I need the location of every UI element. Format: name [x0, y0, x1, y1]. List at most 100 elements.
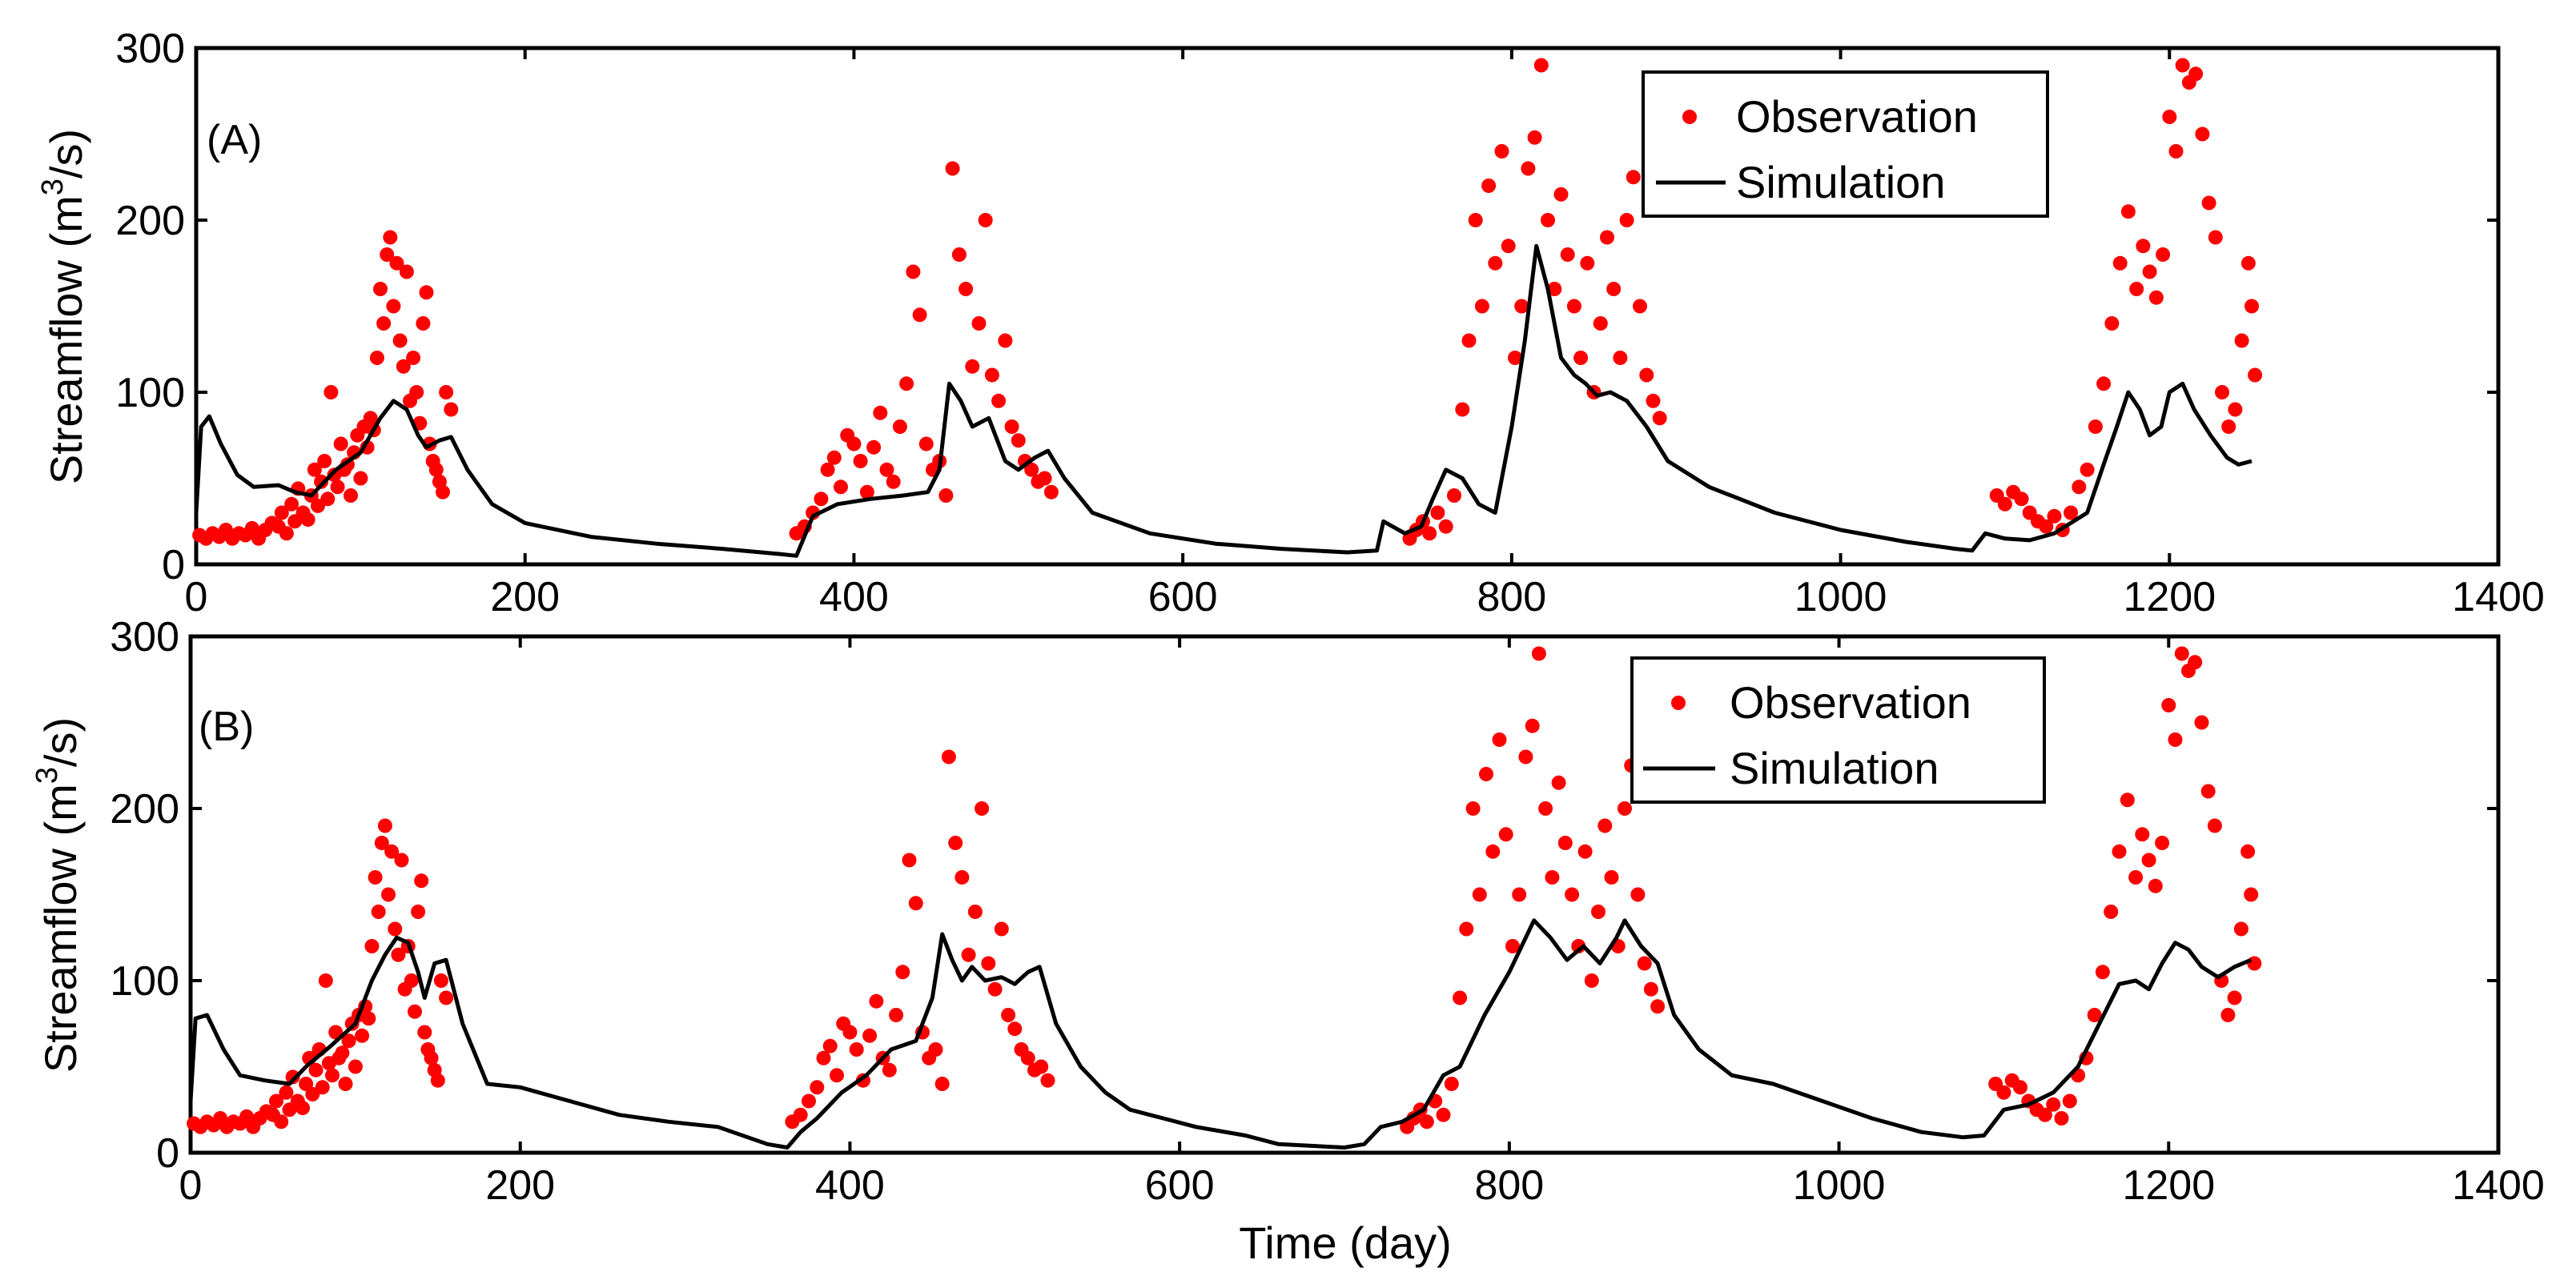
panel-a-observation-point-90 — [971, 316, 987, 331]
panel-a-axis-ticks — [195, 46, 2500, 566]
panel-a-observation-point-66 — [814, 492, 829, 507]
panel-b-observation-point-156 — [2120, 792, 2135, 808]
panel-b-observation-point-112 — [1472, 887, 1487, 902]
panel-a-observation-point-86 — [945, 161, 960, 176]
panel-b-observation-point-96 — [1007, 1021, 1023, 1037]
panel-b-observation-point-137 — [1637, 956, 1652, 971]
panel-b-observation-point-136 — [1630, 887, 1646, 902]
panel-a-observation-point-85 — [938, 488, 954, 503]
panel-b-ytick-label-0: 0 — [156, 1130, 179, 1177]
panel-b-observation-point-85 — [934, 1077, 950, 1091]
panel-b-legend-simulation-label: Simulation — [1730, 743, 1939, 793]
panel-a-observation-point-153 — [2096, 376, 2112, 391]
panel-b-observation-point-111 — [1465, 801, 1481, 816]
panel-a-observation-point-172 — [2228, 402, 2243, 417]
panel-a-observation-point-124 — [1553, 187, 1569, 202]
panel-b-xtick-label-0: 0 — [179, 1162, 203, 1209]
panel-b-observation-point-123 — [1545, 870, 1560, 885]
panel-b-observation-point-62 — [439, 990, 454, 1005]
panel-b-observation-point-121 — [1531, 646, 1546, 661]
panel-b-tick-labels: 0 200 400 600 800 1000 1200 1400 0 100 200 300 — [110, 614, 2545, 1209]
panel-a-plot-frame — [194, 46, 2501, 567]
panel-a-observation-point-13 — [274, 505, 289, 520]
panel-a-observation-point-32 — [344, 488, 358, 503]
panel-a-observation-point-96 — [1011, 433, 1026, 448]
panel-b-observation-point-119 — [1518, 749, 1533, 764]
panel-a-xtick-label-7: 1400 — [2452, 574, 2545, 620]
panel-a-legend-observation-label: Observation — [1736, 91, 1978, 142]
panel-a-observation-point-78 — [892, 419, 907, 434]
panel-b-xtick-label-4: 800 — [1474, 1162, 1544, 1209]
panel-b-simulation-line — [188, 918, 2252, 1150]
panel-b-observation-point-93 — [987, 981, 1003, 997]
panel-b-observation-point-88 — [954, 870, 970, 885]
panel-a-observation-point-107 — [1438, 519, 1453, 534]
panel-b-observation-point-141 — [1996, 1085, 2011, 1100]
panel-b-observation-point-154 — [2104, 905, 2119, 919]
panel-b-observation-point-101 — [1040, 1073, 1055, 1088]
panel-b-observation-point-42 — [371, 905, 386, 919]
panel-a-observation-point-114 — [1488, 255, 1503, 271]
panel-a-observation-point-123 — [1547, 282, 1562, 296]
panel-b-observation-point-120 — [1525, 718, 1540, 733]
panel-b-observation-point-146 — [2037, 1107, 2052, 1122]
panel-a-observation-point-44 — [383, 230, 398, 245]
panel-b-observation-point-45 — [381, 887, 396, 902]
panel-b-axis-ticks — [189, 635, 2500, 1154]
panel-a-observation-point-143 — [2014, 492, 2029, 507]
panel-b-observation-point-43 — [374, 836, 389, 850]
panel-a-observation-point-110 — [1461, 333, 1477, 348]
panel-a-observation-point-105 — [1422, 526, 1437, 541]
panel-a-observation-point-158 — [2136, 239, 2151, 254]
panel-a-observation-point-41 — [373, 282, 388, 296]
panel-a-observation-point-134 — [1619, 213, 1634, 227]
panel-b-observation-point-84 — [928, 1042, 943, 1057]
panel-b-observation-point-172 — [2227, 990, 2242, 1005]
panel-a-observation-point-111 — [1468, 213, 1483, 227]
panel-b-observation-point-122 — [1538, 801, 1553, 816]
panel-a-observation-point-58 — [428, 462, 444, 477]
panel-a-observation-point-79 — [899, 376, 914, 391]
panel-b-observation-point-168 — [2200, 784, 2216, 799]
panel-b-observation-point-47 — [388, 921, 403, 937]
panel-b-observation-point-129 — [1584, 973, 1599, 988]
panel-a-observation-point-121 — [1533, 58, 1549, 73]
panel-b-observation-point-125 — [1557, 836, 1573, 850]
panel-a-observation-point-8 — [244, 520, 259, 536]
panel-b-ylabel-end: /s) — [35, 717, 86, 767]
panel-b-plot-frame — [188, 634, 2501, 1155]
panel-a-observation-point-138 — [1646, 393, 1661, 408]
panel-b-xtick-label-1: 200 — [485, 1162, 555, 1209]
panel-b-observation-point-100 — [1034, 1059, 1049, 1074]
panel-b-observation-point-44 — [377, 818, 392, 833]
panel-b-observation-point-68 — [822, 1038, 838, 1053]
panel-a-observation-point-49 — [399, 264, 414, 279]
panel-a-observation-point-116 — [1501, 239, 1516, 254]
panel-b-observation-point-148 — [2054, 1111, 2069, 1126]
panel-b-observation-point-175 — [2244, 887, 2259, 902]
panel-b-observation-point-131 — [1597, 818, 1613, 833]
panel-a-ytick-label-0: 0 — [162, 542, 185, 588]
panel-b-ytick-label-1: 100 — [110, 958, 179, 1005]
panel-a-ytick-label-3: 300 — [115, 26, 185, 72]
panel-b-observation-point-78 — [889, 1008, 904, 1022]
panel-b-observation-point-14 — [274, 1114, 289, 1130]
panel-b-observation-point-157 — [2128, 870, 2144, 885]
panel-a-observation-point-55 — [419, 285, 434, 300]
panel-b-ytick-label-3: 300 — [110, 614, 179, 660]
panel-b-observation-point-118 — [1512, 887, 1527, 902]
panel-b-observation-point-28 — [325, 1068, 340, 1083]
panel-b-observation-point-163 — [2168, 732, 2183, 747]
panel-b-observation-point-26 — [318, 973, 333, 988]
panel-b-ylabel-main: Streamflow (m — [35, 784, 86, 1073]
panel-a-observation-point-128 — [1580, 255, 1595, 271]
panel-a-ytick-label-2: 200 — [115, 198, 185, 244]
panel-a-observation-point-170 — [2215, 385, 2229, 399]
panel-a-observation-point-161 — [2156, 247, 2171, 262]
panel-b-observation-point-116 — [1498, 827, 1513, 842]
panel-b-observation-point-48 — [391, 947, 406, 962]
panel-b-observation-point-71 — [842, 1025, 858, 1040]
panel-b-observation-point-139 — [1650, 999, 1666, 1014]
panel-a-xtick-label-0: 0 — [185, 574, 208, 620]
